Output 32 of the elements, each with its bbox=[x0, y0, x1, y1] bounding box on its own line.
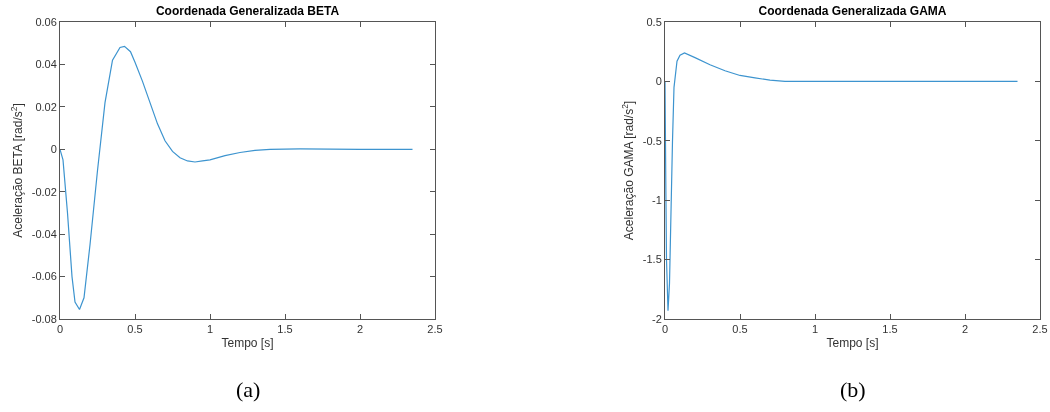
y-tick-label: -1.5 bbox=[642, 253, 662, 266]
y-tick-label: -1 bbox=[652, 194, 662, 207]
y-tick-label: -0.5 bbox=[642, 134, 662, 147]
x-axis-title: Tempo [s] bbox=[221, 336, 274, 351]
chart-title: Coordenada Generalizada BETA bbox=[155, 3, 340, 18]
y-tick-label: -0.06 bbox=[31, 270, 57, 283]
x-tick-label: 0.5 bbox=[732, 323, 748, 336]
text: (b) bbox=[840, 377, 866, 402]
x-tick-label: 1.5 bbox=[277, 323, 293, 336]
y-tick-label: 0.04 bbox=[35, 58, 57, 71]
line-series bbox=[60, 45, 414, 311]
y-tick-label: 0.02 bbox=[35, 100, 57, 113]
x-tick-label: 1 bbox=[206, 323, 214, 336]
x-axis-title: Tempo [s] bbox=[826, 336, 879, 351]
x-tick-label: 2 bbox=[356, 323, 364, 336]
y-tick-label: -0.04 bbox=[31, 227, 57, 240]
chart-title: Coordenada Generalizada GAMA bbox=[758, 3, 947, 18]
x-tick-label: 1.5 bbox=[882, 323, 898, 336]
x-tick-label: 0.5 bbox=[127, 323, 143, 336]
y-tick-label: -0.02 bbox=[31, 185, 57, 198]
y-tick-label: 0 bbox=[655, 75, 662, 88]
y-tick-label: 0.06 bbox=[35, 15, 57, 28]
text: (a) bbox=[236, 377, 261, 402]
x-tick-label: 2.5 bbox=[1032, 323, 1048, 336]
x-tick-label: 2 bbox=[961, 323, 969, 336]
y-tick-label: 0 bbox=[50, 143, 57, 156]
y-tick-label: 0.5 bbox=[646, 15, 662, 28]
line-series bbox=[665, 52, 1019, 312]
y-tick-label: -0.08 bbox=[31, 312, 57, 325]
x-tick-label: 2.5 bbox=[427, 323, 443, 336]
y-tick-label: -2 bbox=[652, 312, 662, 325]
x-tick-label: 1 bbox=[811, 323, 819, 336]
